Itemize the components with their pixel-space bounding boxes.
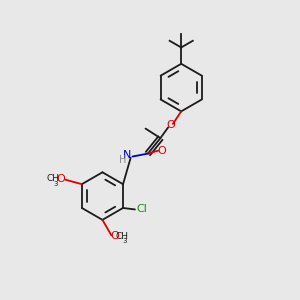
- Text: Cl: Cl: [136, 204, 147, 214]
- Text: O: O: [158, 146, 166, 156]
- Text: O: O: [56, 173, 65, 184]
- Text: O: O: [166, 120, 175, 130]
- Text: H: H: [119, 155, 126, 165]
- Text: CH: CH: [115, 232, 128, 241]
- Text: 3: 3: [54, 181, 58, 187]
- Text: O: O: [110, 232, 119, 242]
- Text: CH: CH: [46, 174, 59, 183]
- Text: 3: 3: [122, 238, 127, 244]
- Text: N: N: [123, 150, 131, 160]
